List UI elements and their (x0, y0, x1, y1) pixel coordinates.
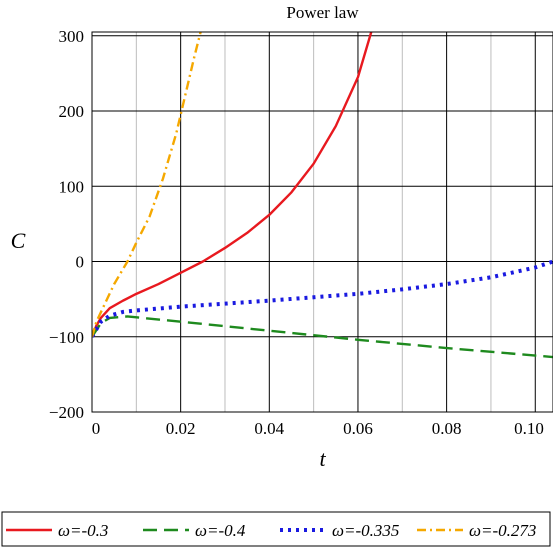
legend: ω=-0.3 ω=-0.4 ω=-0.335 ω=-0.273 (1, 511, 551, 547)
series-line-1 (92, 315, 553, 359)
y-tick-labels: −200 −100 0 100 200 300 (49, 27, 84, 422)
x-axis-label: t (319, 446, 326, 471)
plot-frame (91, 31, 553, 413)
y-tick-label: 200 (59, 102, 85, 121)
y-axis-label: C (11, 228, 26, 253)
series-line-2 (92, 259, 553, 338)
series-layer (92, 32, 553, 359)
y-tick-label: −200 (49, 403, 84, 422)
legend-label-1: ω=-0.4 (195, 521, 246, 540)
series-line-0 (92, 32, 373, 338)
legend-label-2: ω=-0.335 (332, 521, 399, 540)
x-tick-label: 0.04 (254, 419, 284, 438)
legend-label-3: ω=-0.273 (469, 521, 536, 540)
y-tick-label: 0 (76, 253, 85, 272)
y-tick-label: 300 (59, 27, 85, 46)
x-tick-label: 0 (92, 419, 101, 438)
x-tick-label: 0.06 (343, 419, 373, 438)
y-tick-label: 100 (59, 177, 85, 196)
chart-title: Power law (286, 3, 359, 22)
x-tick-label: 0.02 (166, 419, 196, 438)
series-line-3 (92, 32, 202, 338)
x-tick-labels: 0 0.02 0.04 0.06 0.08 0.10 (92, 419, 544, 438)
legend-label-0: ω=-0.3 (58, 521, 108, 540)
x-tick-label: 0.08 (432, 419, 462, 438)
grid-minor (135, 32, 492, 412)
x-tick-label: 0.10 (514, 419, 544, 438)
y-tick-label: −100 (49, 328, 84, 347)
grid-major (91, 32, 553, 413)
